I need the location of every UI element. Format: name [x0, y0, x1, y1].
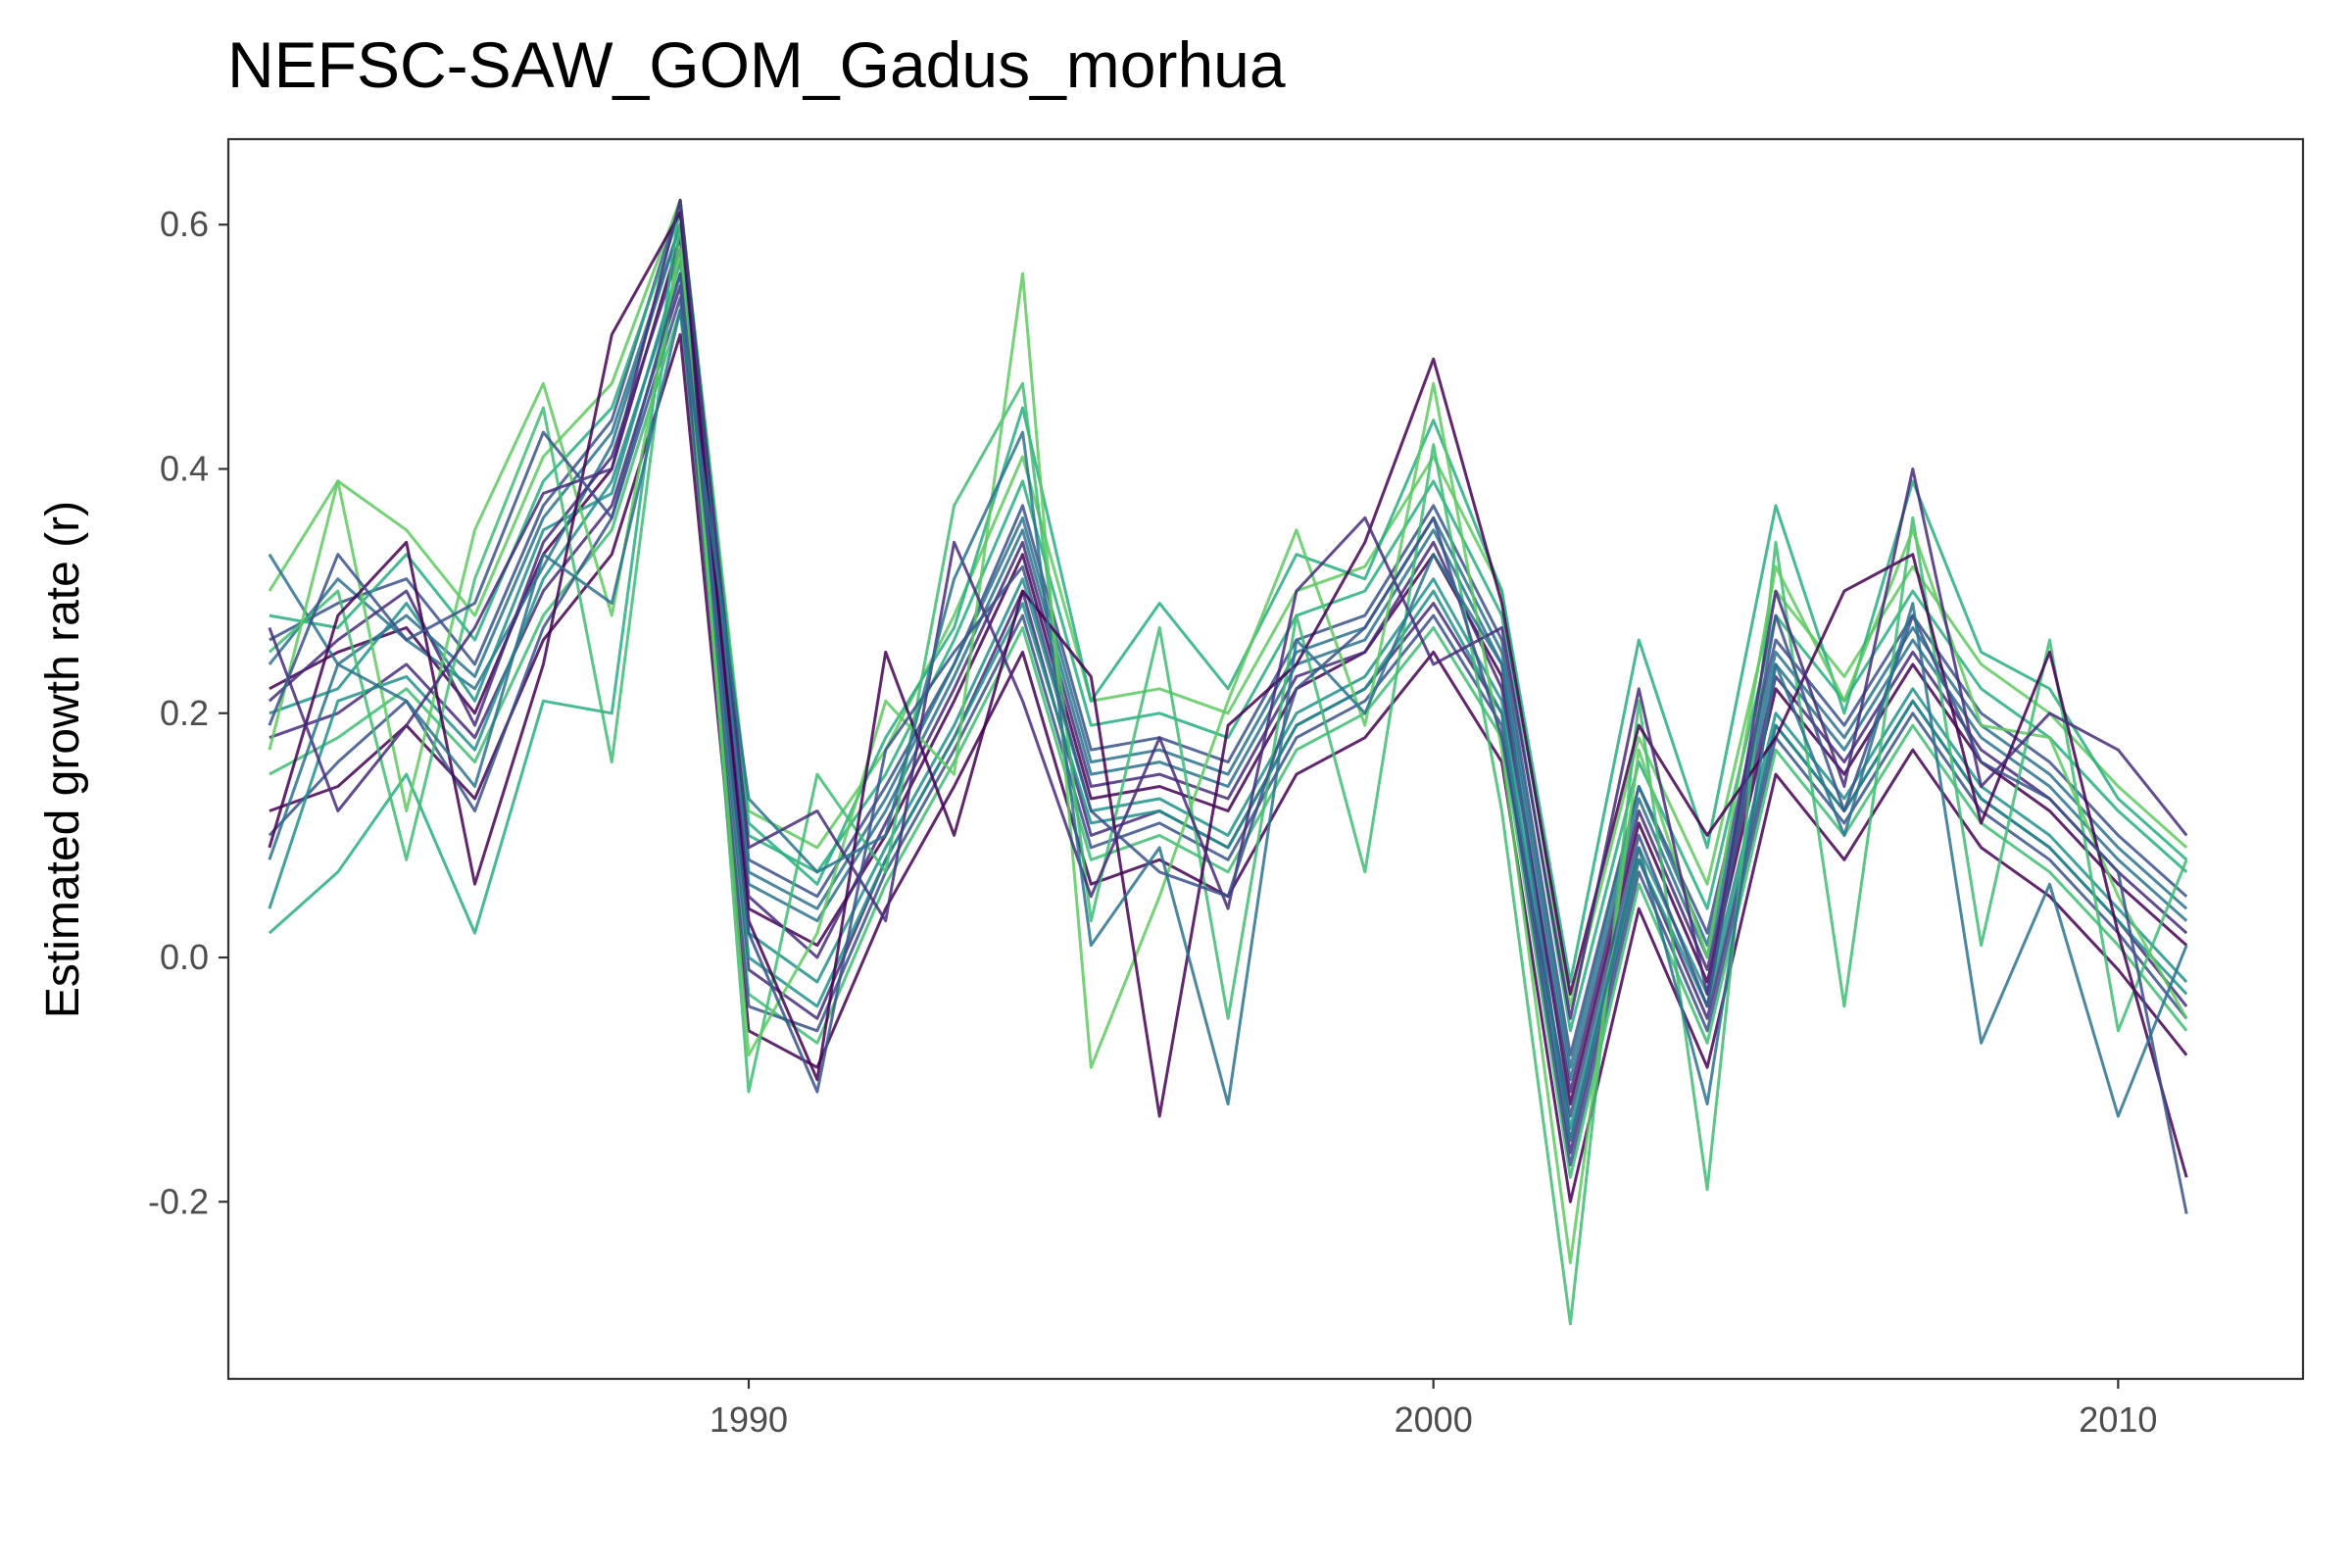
series-line	[269, 198, 2188, 1057]
panel-border	[226, 137, 2305, 1381]
series-line	[269, 260, 2188, 1130]
x-tick-label: 1990	[710, 1399, 788, 1440]
series-line	[268, 222, 2188, 1326]
series-line	[269, 284, 2188, 1154]
y-tick-label: 0.0	[160, 937, 209, 977]
series-line	[268, 296, 2188, 1167]
x-tick-label: 2000	[1395, 1399, 1473, 1440]
series-line	[268, 211, 2188, 1178]
series-line	[269, 309, 2188, 1179]
series-line	[268, 198, 2188, 1020]
series-line	[268, 247, 2188, 1265]
y-tick-label: -0.2	[148, 1181, 209, 1221]
series-line	[268, 222, 2188, 1069]
series-line	[268, 271, 2188, 1143]
x-axis: 1990 2000 2010	[710, 1379, 2157, 1440]
chart-title: NEFSC-SAW_GOM_Gadus_morhua	[227, 28, 1286, 101]
y-axis: -0.2 0.0 0.2 0.4 0.6	[148, 204, 228, 1221]
series-line	[269, 235, 2188, 1106]
series-line	[268, 198, 2188, 984]
series-layer	[268, 198, 2188, 1326]
series-line	[268, 247, 2188, 1094]
series-line	[269, 211, 2188, 1033]
y-tick-label: 0.4	[160, 449, 209, 489]
y-axis-title: Estimated growth rate (r)	[37, 501, 89, 1018]
y-tick-label: 0.2	[160, 693, 209, 733]
series-line	[268, 309, 2188, 1143]
series-line	[268, 271, 2188, 1214]
x-tick-label: 2010	[2079, 1399, 2157, 1440]
y-tick-label: 0.6	[160, 204, 209, 244]
